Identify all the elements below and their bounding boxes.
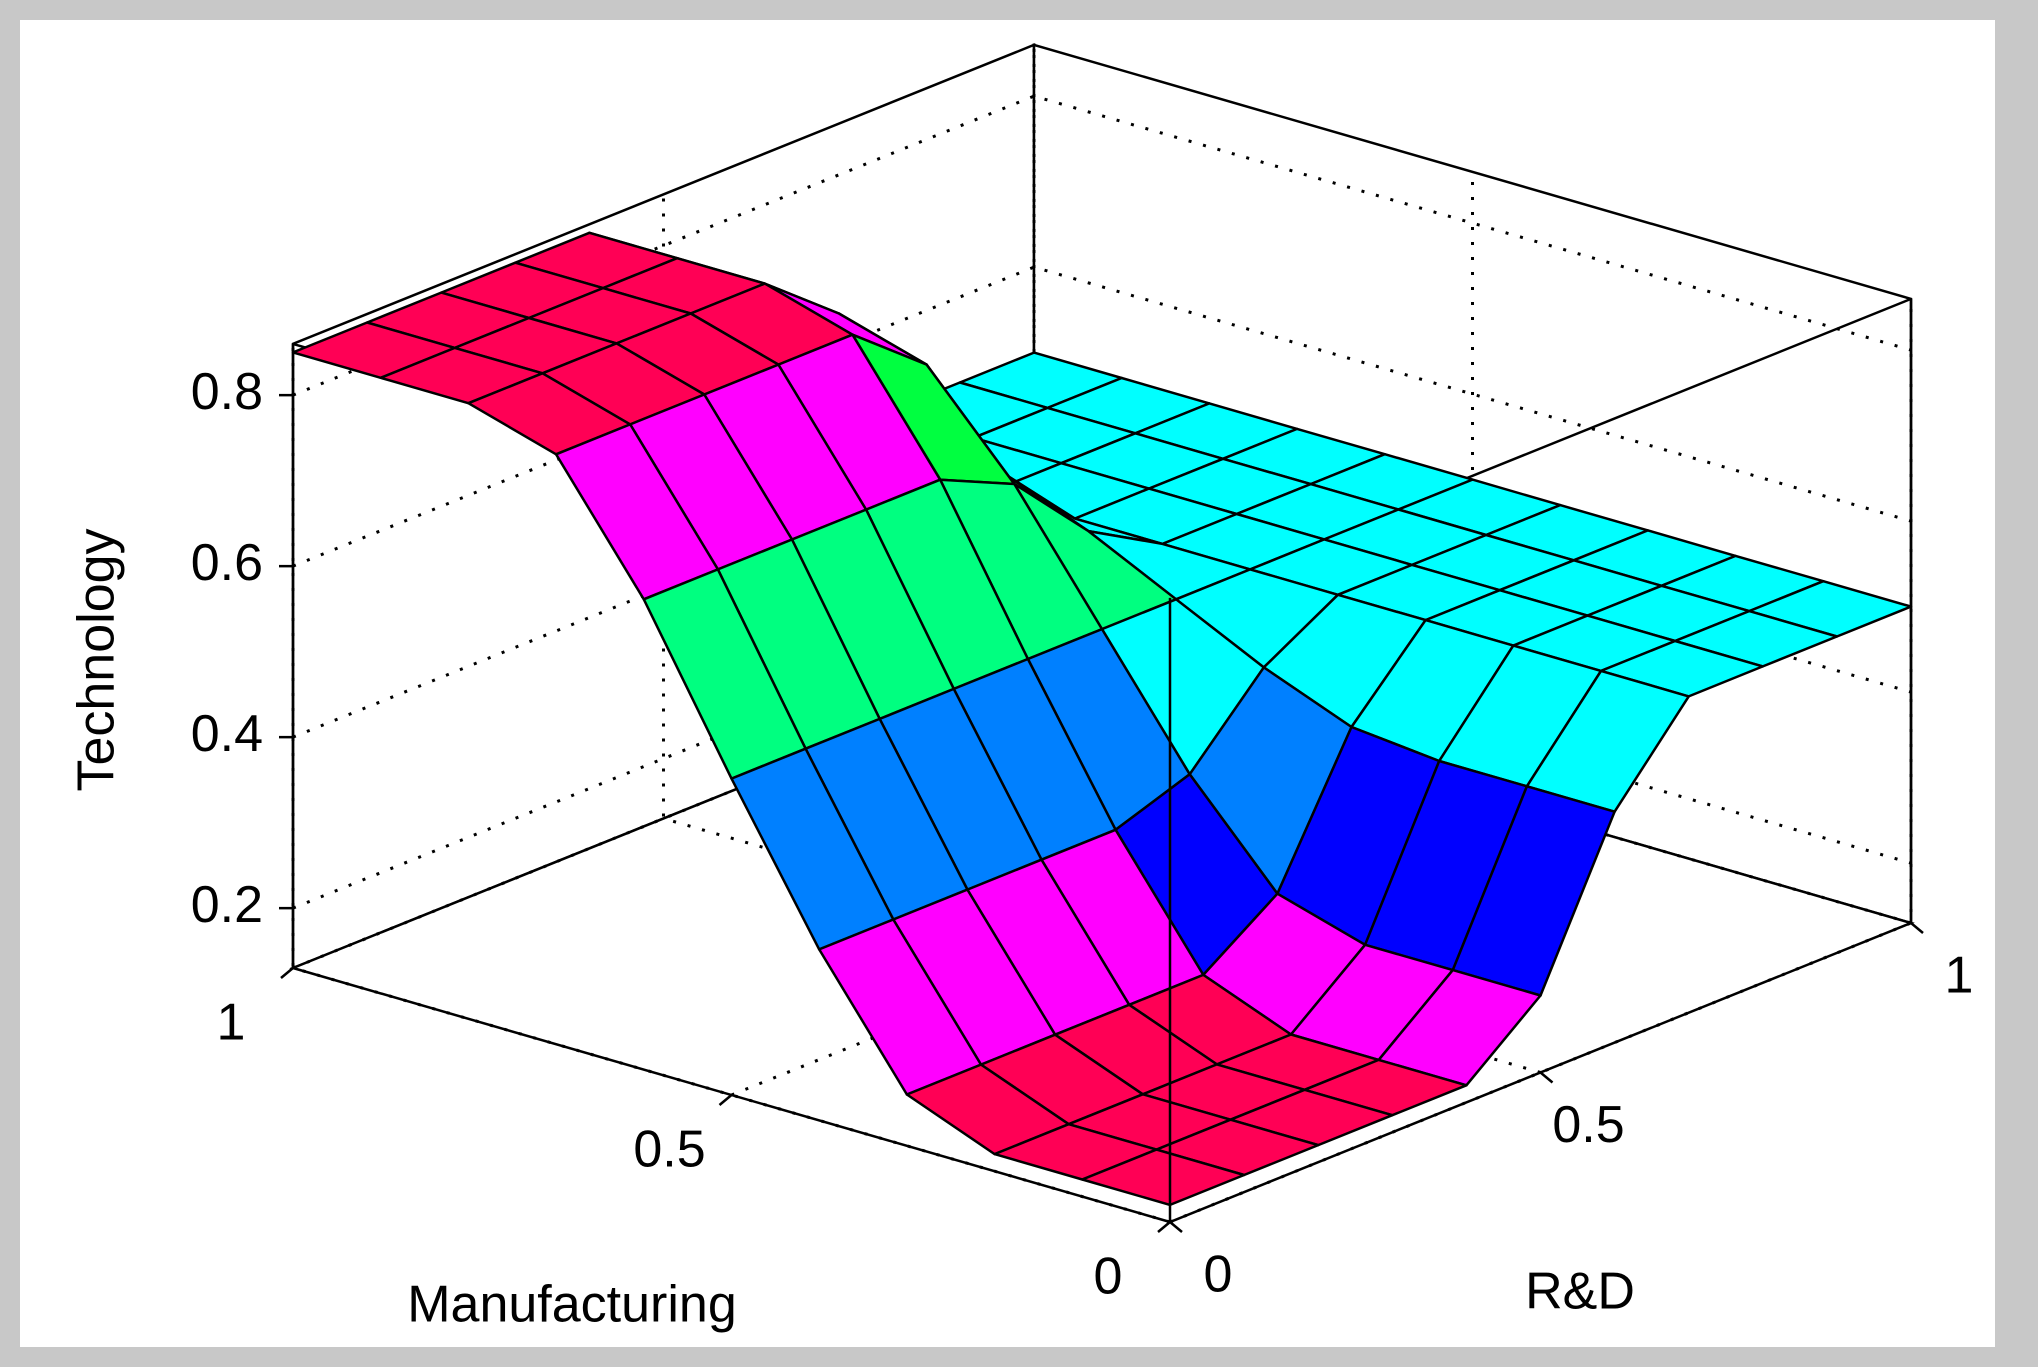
y-tick xyxy=(1169,1221,1183,1233)
x-axis-label: Manufacturing xyxy=(407,1276,737,1334)
y-tick-label: 1 xyxy=(1945,947,1974,1005)
z-tick-label: 0.4 xyxy=(191,705,263,763)
grid-line xyxy=(730,171,1474,1097)
x-tick-label: 0.5 xyxy=(633,1121,705,1179)
x-tick-label: 0 xyxy=(1094,1248,1123,1306)
surface-cell xyxy=(1081,1148,1246,1207)
z-axis-label: Technology xyxy=(68,528,126,791)
grid-line xyxy=(292,44,1036,970)
plot: 0.2 0.4 0.6 0.8 0 0.5 1 0 0.5 1 xyxy=(191,43,1974,1306)
y-tick-label: 0 xyxy=(1204,1246,1233,1304)
y-tick xyxy=(1910,922,1924,934)
x-tick-label: 1 xyxy=(217,994,246,1052)
x-tick xyxy=(718,1094,733,1106)
z-tick-label: 0.8 xyxy=(191,363,263,421)
x-tick xyxy=(1157,1221,1171,1233)
x-tick xyxy=(280,967,294,979)
y-tick xyxy=(1539,1071,1554,1084)
y-tick-label: 0.5 xyxy=(1552,1096,1624,1154)
y-axis-label: R&D xyxy=(1525,1263,1635,1321)
z-tick-label: 0.6 xyxy=(191,534,263,592)
z-tick-label: 0.2 xyxy=(191,876,263,934)
